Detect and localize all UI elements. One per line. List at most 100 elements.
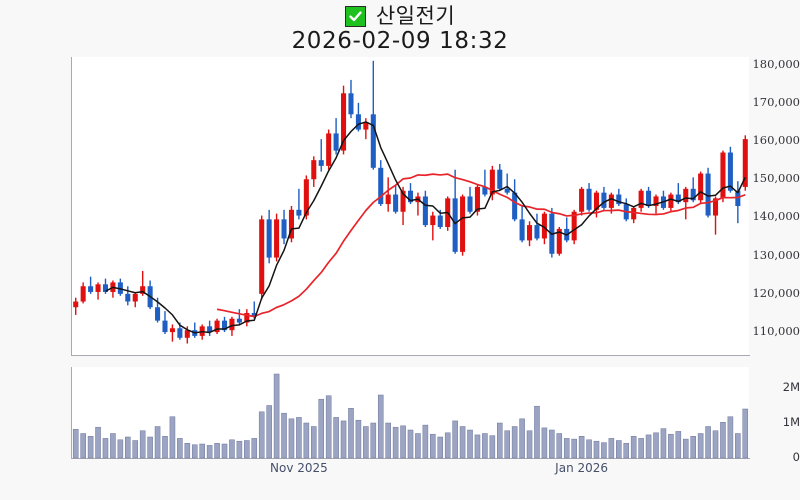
volume-bar bbox=[720, 422, 726, 459]
candle-body bbox=[155, 307, 161, 321]
volume-bar bbox=[638, 438, 644, 459]
volume-bar bbox=[348, 408, 354, 459]
candle-body bbox=[88, 286, 94, 292]
volume-bar bbox=[147, 436, 153, 459]
candle-body bbox=[735, 190, 741, 206]
candle-body bbox=[631, 207, 637, 220]
volume-bar bbox=[616, 440, 622, 459]
price-tick-160000: 160,000 bbox=[752, 133, 800, 148]
candle-body bbox=[616, 194, 622, 205]
volume-bar bbox=[139, 430, 146, 459]
candle-body bbox=[400, 190, 406, 212]
candle-body bbox=[288, 209, 294, 239]
candle-body bbox=[385, 194, 391, 205]
candle-body bbox=[579, 188, 585, 212]
volume-bar bbox=[72, 429, 79, 459]
timestamp-label: 2026-02-09 18:32 bbox=[291, 28, 509, 54]
candle-body bbox=[467, 196, 473, 212]
ma-long-line bbox=[216, 173, 746, 318]
price-baseline bbox=[71, 355, 750, 356]
x-tick-0: Nov 2025 bbox=[270, 461, 328, 475]
volume-bar bbox=[236, 440, 243, 459]
price-tick-120000: 120,000 bbox=[752, 285, 800, 300]
candle-body bbox=[259, 219, 265, 294]
volume-bar bbox=[660, 428, 667, 459]
candle-body bbox=[162, 320, 168, 333]
volume-tick-0: 0 bbox=[792, 450, 800, 464]
volume-tick-1: 1M bbox=[782, 415, 800, 429]
candle-body bbox=[586, 188, 592, 210]
candle-body bbox=[519, 219, 525, 241]
candle-body bbox=[430, 215, 436, 226]
candle-body bbox=[571, 211, 577, 241]
candle-body bbox=[244, 312, 250, 323]
candle-body bbox=[102, 284, 109, 292]
volume-bar bbox=[682, 438, 689, 459]
price-tick-170000: 170,000 bbox=[752, 94, 800, 109]
candle-body bbox=[482, 186, 488, 195]
candle-body bbox=[646, 190, 652, 206]
volume-bar bbox=[422, 424, 429, 459]
volume-bar bbox=[303, 422, 310, 459]
candle-body bbox=[370, 114, 376, 168]
volume-bar bbox=[132, 440, 139, 459]
candle-body bbox=[266, 219, 272, 258]
volume-bar bbox=[578, 436, 585, 459]
volume-bar bbox=[333, 417, 339, 459]
volume-bar bbox=[318, 398, 325, 459]
candle-body bbox=[117, 282, 123, 294]
volume-bar bbox=[102, 438, 109, 459]
candle-body bbox=[296, 209, 302, 216]
candle-body bbox=[236, 318, 242, 323]
candle-body bbox=[378, 167, 384, 205]
volume-bar bbox=[87, 436, 94, 459]
candle-body bbox=[593, 192, 600, 210]
volume-bar bbox=[244, 440, 250, 459]
candle-body bbox=[690, 188, 696, 201]
candle-body bbox=[80, 286, 86, 302]
volume-bar bbox=[206, 445, 213, 459]
price-tick-130000: 130,000 bbox=[752, 247, 800, 262]
volume-bar bbox=[340, 420, 347, 459]
volume-bar bbox=[385, 422, 391, 459]
candle-body bbox=[683, 188, 689, 203]
candle-body bbox=[534, 225, 540, 239]
candle-body bbox=[281, 219, 287, 239]
volume-bar bbox=[221, 443, 228, 459]
volume-bar bbox=[593, 440, 600, 459]
volume-bar bbox=[288, 418, 295, 459]
volume-bar bbox=[177, 438, 183, 459]
volume-bar bbox=[519, 418, 525, 459]
volume-bar bbox=[392, 426, 399, 459]
price-tick-150000: 150,000 bbox=[752, 171, 800, 186]
candle-body bbox=[668, 194, 674, 208]
page-title: 산일전기 bbox=[375, 3, 456, 28]
volume-bar bbox=[430, 433, 436, 459]
price-tick-180000: 180,000 bbox=[752, 56, 800, 71]
candle-body bbox=[504, 188, 510, 193]
volume-bar bbox=[169, 416, 176, 459]
candle-body bbox=[348, 93, 354, 115]
candle-body bbox=[407, 190, 414, 203]
candle-body bbox=[452, 198, 458, 252]
candle-body bbox=[355, 114, 361, 130]
volume-bar bbox=[489, 435, 496, 459]
volume-bar bbox=[311, 426, 317, 459]
candle-body bbox=[177, 328, 183, 338]
candle-body bbox=[437, 215, 443, 228]
candle-body bbox=[363, 121, 369, 130]
volume-bar bbox=[199, 443, 205, 459]
candle-body bbox=[497, 169, 503, 189]
volume-bar bbox=[296, 417, 302, 459]
volume-bar bbox=[184, 443, 191, 459]
volume-bar bbox=[251, 438, 258, 459]
volume-bar bbox=[697, 433, 704, 459]
volume-bar bbox=[712, 430, 719, 459]
candle-body bbox=[251, 312, 257, 317]
candle-body bbox=[675, 194, 681, 203]
volume-bar bbox=[125, 436, 131, 459]
volume-bar bbox=[675, 431, 682, 459]
price-tick-140000: 140,000 bbox=[752, 209, 800, 224]
volume-bar bbox=[377, 394, 384, 459]
